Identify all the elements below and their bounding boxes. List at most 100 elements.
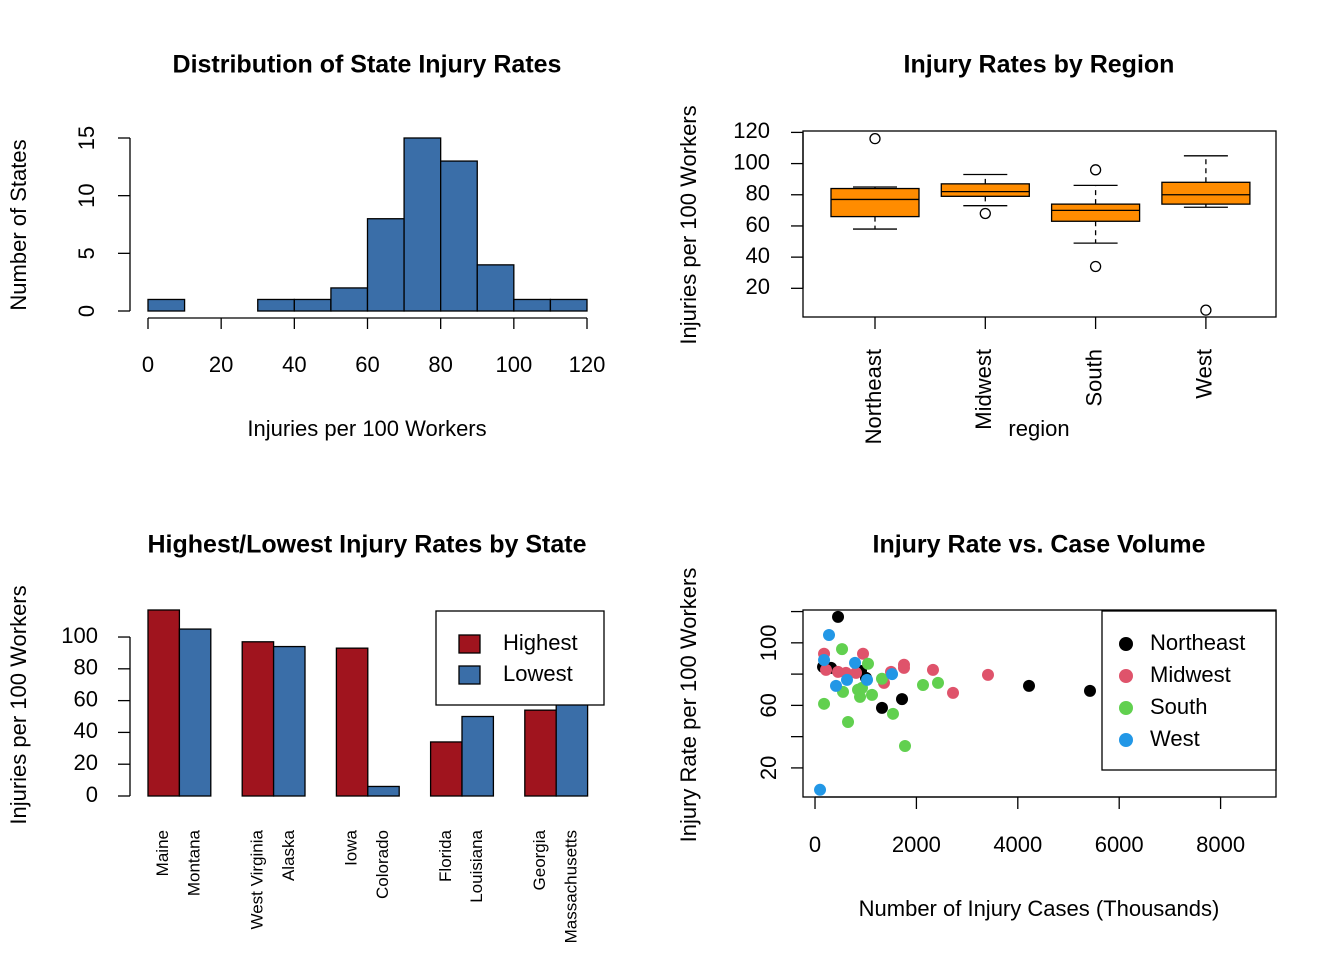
chart-title: Distribution of State Injury Rates <box>173 51 562 79</box>
bar <box>241 641 275 797</box>
x-tick-label: Louisiana <box>467 829 486 902</box>
bar <box>335 647 369 797</box>
point <box>875 672 888 685</box>
point <box>842 715 855 728</box>
point <box>886 668 899 681</box>
x-tick-label: 40 <box>282 352 306 377</box>
outlier <box>979 207 991 220</box>
y-tick-label: 15 <box>74 126 99 150</box>
legend-box <box>435 610 605 706</box>
bar <box>257 298 295 312</box>
y-axis-label: Injuries per 100 Workers <box>6 585 31 824</box>
point <box>818 697 831 710</box>
y-tick-label: 20 <box>74 750 98 775</box>
point <box>947 686 960 699</box>
x-tick-label: 120 <box>569 352 606 377</box>
y-tick-label: 100 <box>61 623 98 648</box>
legend-swatch <box>458 634 481 654</box>
point <box>841 673 854 686</box>
point <box>916 679 929 692</box>
box <box>940 183 1030 197</box>
bar <box>476 264 515 312</box>
bar <box>513 298 552 312</box>
point <box>865 688 878 701</box>
legend-marker <box>1119 701 1133 715</box>
chart-title: Injury Rate vs. Case Volume <box>873 531 1206 559</box>
y-axis-label: Number of States <box>6 139 31 310</box>
outlier <box>1089 164 1102 176</box>
x-tick-label: 80 <box>428 352 452 377</box>
y-tick-label: 120 <box>733 118 770 143</box>
y-tick-label: 80 <box>74 655 98 680</box>
x-tick-label: Iowa <box>342 829 361 865</box>
y-tick-label: 5 <box>74 247 99 259</box>
point <box>830 679 843 692</box>
outlier <box>1200 304 1212 316</box>
x-tick-label: 60 <box>355 352 379 377</box>
point <box>832 610 845 623</box>
box <box>1161 181 1251 205</box>
bar <box>461 715 495 797</box>
bar <box>293 298 332 312</box>
point <box>849 656 862 669</box>
box <box>830 187 920 218</box>
point <box>981 668 994 681</box>
x-axis-label: Injuries per 100 Workers <box>247 416 486 441</box>
box <box>1050 203 1141 222</box>
legend-label: Highest <box>503 630 578 655</box>
x-axis-label: Number of Injury Cases (Thousands) <box>859 896 1220 921</box>
bar <box>178 628 212 797</box>
legend-label: Midwest <box>1150 662 1231 687</box>
point <box>897 661 910 674</box>
y-tick-label: 60 <box>74 686 98 711</box>
bar <box>429 741 463 797</box>
x-tick-label: West Virginia <box>247 829 266 929</box>
chart-title: Injury Rates by Region <box>904 51 1175 79</box>
y-tick-label: 60 <box>746 212 770 237</box>
y-tick-label: 10 <box>74 183 99 207</box>
x-tick-label: 0 <box>142 352 154 377</box>
bar <box>403 137 442 312</box>
y-tick-label: 0 <box>74 305 99 317</box>
legend-label: Lowest <box>503 661 573 686</box>
legend-swatch <box>458 665 481 685</box>
point <box>814 783 827 796</box>
bar <box>272 645 306 797</box>
point <box>886 707 899 720</box>
y-tick-label: 40 <box>746 243 770 268</box>
x-tick-label: Montana <box>185 829 204 896</box>
y-tick-label: 60 <box>756 693 781 717</box>
bar <box>549 298 588 312</box>
x-tick-label: Midwest <box>971 349 996 430</box>
legend-marker <box>1119 637 1133 651</box>
point <box>932 676 945 689</box>
legend-label: West <box>1150 726 1200 751</box>
point <box>1083 684 1096 697</box>
y-tick-label: 20 <box>756 756 781 780</box>
x-tick-label: Florida <box>436 829 455 882</box>
x-tick-label: Georgia <box>530 829 549 890</box>
point <box>926 663 939 676</box>
x-tick-label: 4000 <box>993 832 1042 857</box>
outlier <box>1089 260 1102 273</box>
x-tick-label: 0 <box>809 832 821 857</box>
point <box>1023 679 1036 692</box>
point <box>820 663 833 676</box>
x-tick-label: South <box>1081 349 1106 407</box>
y-tick-label: 0 <box>86 782 98 807</box>
y-tick-label: 40 <box>74 718 98 743</box>
x-tick-label: Maine <box>153 830 172 876</box>
point <box>836 643 849 656</box>
x-tick-label: Northeast <box>861 349 886 444</box>
bar <box>440 160 478 312</box>
legend-marker <box>1119 669 1133 683</box>
y-axis-label: Injuries per 100 Workers <box>676 105 701 344</box>
x-tick-label: 2000 <box>892 832 941 857</box>
x-tick-label: Massachusetts <box>561 830 580 943</box>
bar <box>367 785 400 797</box>
y-tick-label: 100 <box>733 149 770 174</box>
bar <box>524 709 557 797</box>
point <box>861 657 874 670</box>
bar <box>330 287 369 312</box>
